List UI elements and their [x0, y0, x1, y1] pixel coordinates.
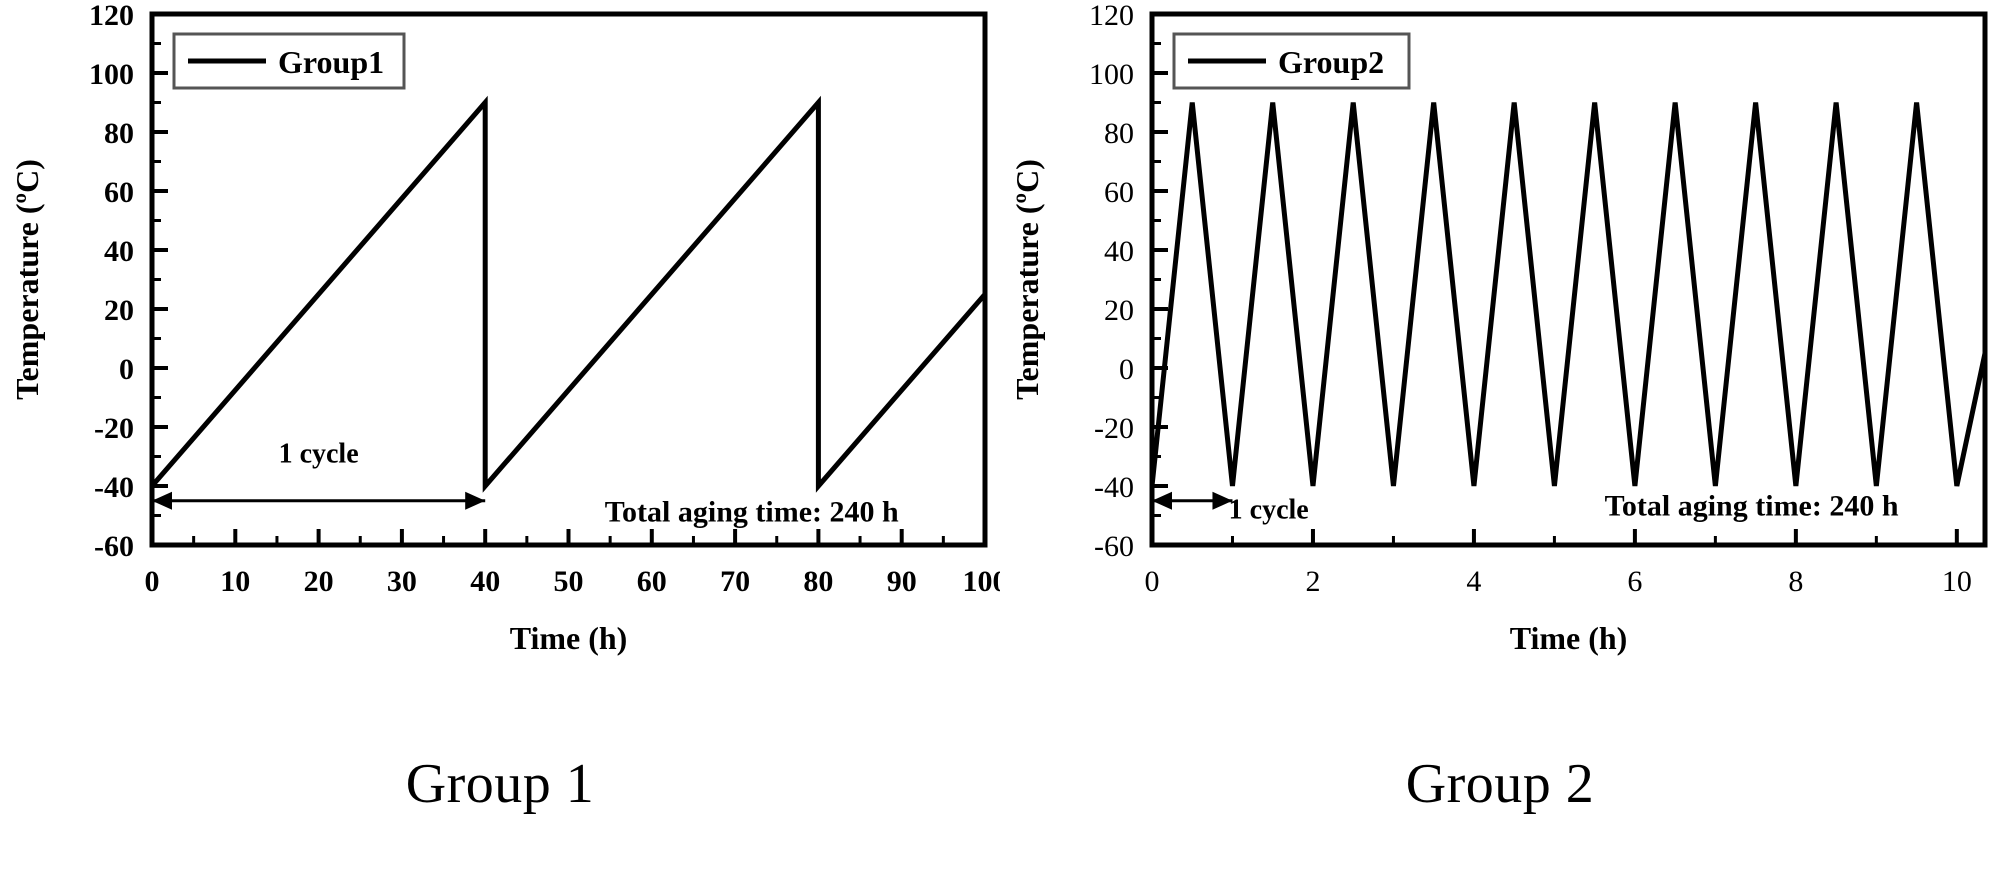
x-tick-label: 90: [887, 565, 917, 598]
cycle-arrow-label: 1 cycle: [1229, 494, 1309, 525]
x-tick-label: 80: [803, 565, 833, 598]
x-tick-label: 10: [1942, 565, 1972, 598]
y-axis-title: Temperature (ºC): [1009, 159, 1045, 400]
y-tick-label: 100: [89, 58, 134, 91]
y-tick-label: 40: [104, 235, 134, 268]
cycle-arrow-head-right: [1212, 491, 1233, 510]
data-series-group2: [1149, 102, 1988, 487]
x-tick-label: 0: [1145, 565, 1160, 598]
x-tick-label: 40: [470, 565, 500, 598]
y-tick-label: 60: [104, 176, 134, 209]
plot-frame: [1149, 11, 1988, 548]
x-tick-label: 100: [963, 565, 1001, 598]
y-tick-label: 20: [1104, 294, 1134, 327]
x-tick-label: 8: [1788, 565, 1803, 598]
plot-frame: [149, 11, 988, 548]
y-tick-label: 80: [1104, 117, 1134, 150]
total-aging-time: Total aging time: 240 h: [1605, 490, 1899, 523]
x-tick-label: 6: [1627, 565, 1642, 598]
y-tick-label: 80: [104, 117, 134, 150]
x-tick-label: 0: [145, 565, 160, 598]
y-tick-label: 60: [1104, 176, 1134, 209]
y-tick-label: 0: [119, 353, 134, 386]
y-tick-label: -20: [94, 412, 134, 445]
cycle-arrow-head-right: [465, 491, 486, 510]
y-tick-label: -40: [1094, 471, 1134, 504]
data-series-group1: [150, 95, 987, 493]
chart-panel-group1: 0 10 20 30 40 50 60 70 80 90 100 Time (h) -60 -40 -20 0…: [9, 0, 1001, 815]
y-tick-label: -60: [1094, 530, 1134, 563]
y-tick-label: -60: [94, 530, 134, 563]
x-tick-label: 2: [1305, 565, 1320, 598]
y-tick-label: -20: [1094, 412, 1134, 445]
legend-label: Group1: [278, 44, 384, 80]
x-tick-label: 30: [387, 565, 417, 598]
panel-caption-group1: Group 1: [405, 753, 595, 815]
x-tick-label: 50: [554, 565, 584, 598]
y-axis-title: Temperature (ºC): [9, 159, 45, 400]
total-aging-time: Total aging time: 240 h: [605, 495, 899, 528]
y-tick-label: -40: [94, 471, 134, 504]
x-axis-title: Time (h): [510, 620, 628, 656]
cycle-arrow: [152, 491, 486, 510]
cycle-arrow-head-left: [152, 491, 172, 510]
panel-caption-group2: Group 2: [1405, 753, 1595, 815]
y-tick-label: 120: [89, 0, 134, 32]
x-tick-label: 10: [220, 565, 250, 598]
chart-panel-group2: 0 2 4 6 8 10 Time (h) -60 -40 -20 0 20 40 60 80 100 120 T…: [1000, 0, 2000, 878]
x-tick-label: 20: [304, 565, 334, 598]
chart-svg-group2: 0 2 4 6 8 10 Time (h) -60 -40 -20 0 20 40 60 80 100 120 T…: [1009, 0, 1988, 656]
x-tick-label: 4: [1466, 565, 1481, 598]
y-tick-label: 120: [1089, 0, 1134, 32]
chart-svg-group1: 0 10 20 30 40 50 60 70 80 90 100 Time (h) -60 -40 -20 0…: [9, 0, 1001, 656]
y-tick-label: 20: [104, 294, 134, 327]
y-tick-label: 0: [1119, 353, 1134, 386]
legend-label: Group2: [1278, 44, 1384, 80]
x-tick-label: 70: [720, 565, 750, 598]
cycle-arrow-head-left: [1152, 491, 1172, 510]
x-tick-label: 60: [637, 565, 667, 598]
y-tick-label: 40: [1104, 235, 1134, 268]
y-tick-label: 100: [1089, 58, 1134, 91]
cycle-arrow: [1152, 491, 1233, 510]
cycle-arrow-label: 1 cycle: [279, 438, 359, 469]
x-axis-title: Time (h): [1510, 620, 1628, 656]
